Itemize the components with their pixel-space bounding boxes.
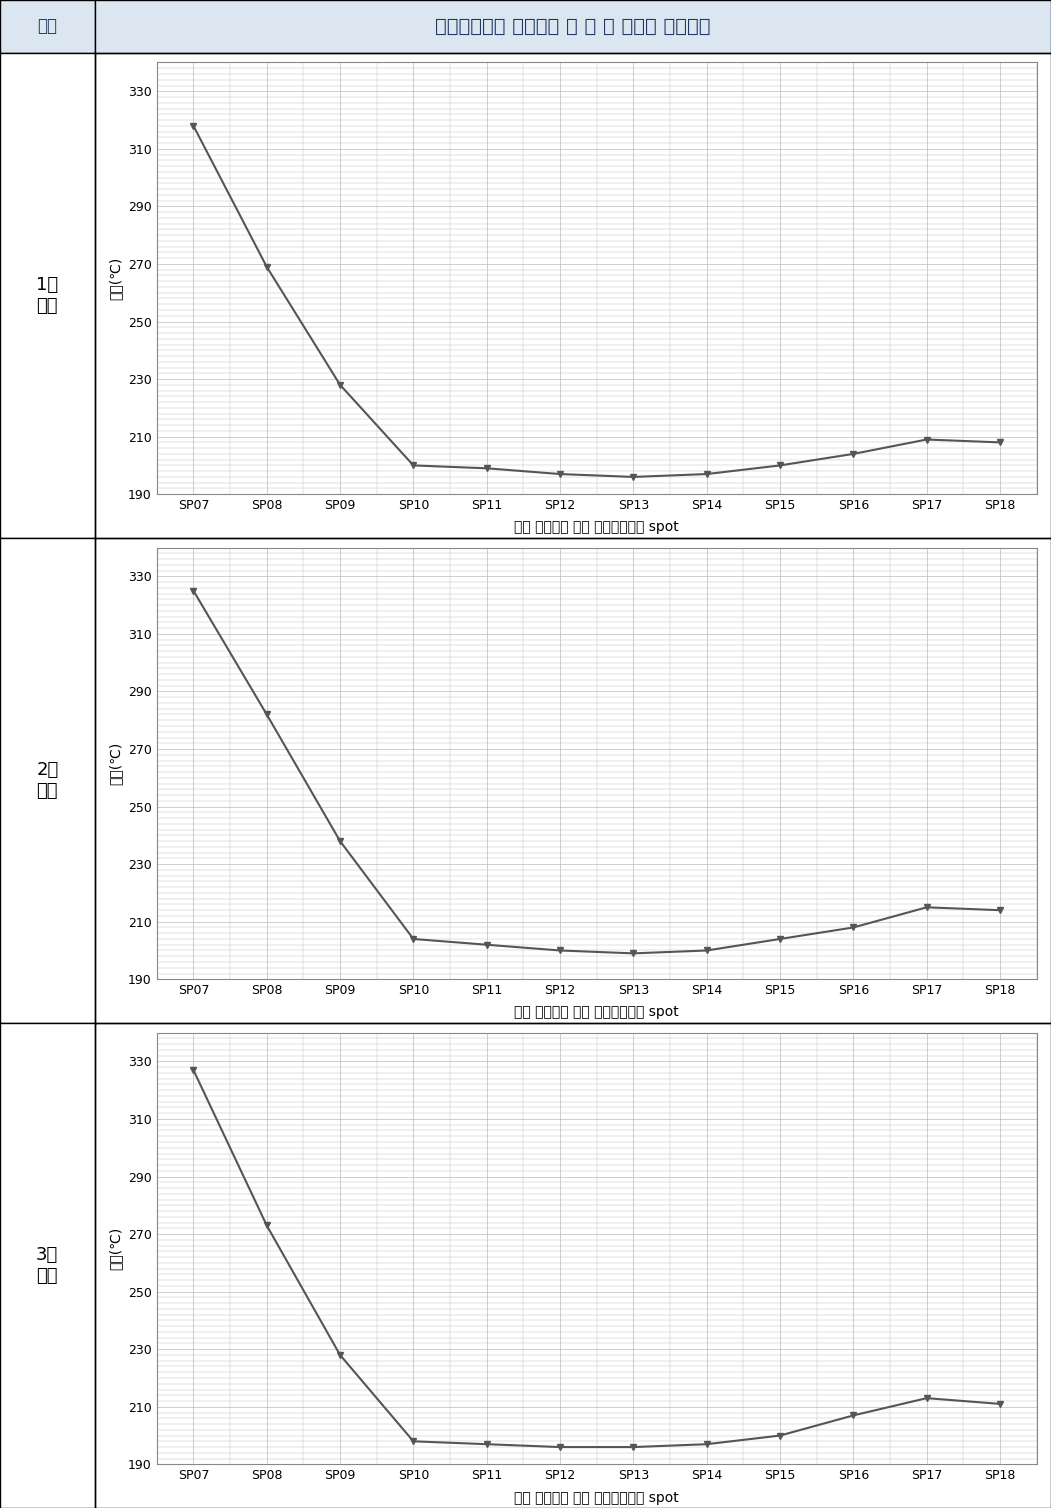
Y-axis label: 온도(℃): 온도(℃) [108,256,123,300]
Text: 1회
시험: 1회 시험 [36,276,59,315]
X-axis label: 제동 디스크의 회전 중심으로부터 spot: 제동 디스크의 회전 중심으로부터 spot [514,520,679,534]
Text: 3회
시험: 3회 시험 [36,1246,59,1285]
Y-axis label: 온도(℃): 온도(℃) [108,742,123,786]
Y-axis label: 온도(℃): 온도(℃) [108,1228,123,1270]
Text: 2회
시험: 2회 시험 [36,762,59,799]
X-axis label: 제동 디스크의 회전 중심으로부터 spot: 제동 디스크의 회전 중심으로부터 spot [514,1490,679,1505]
Text: 구분: 구분 [37,18,58,35]
Text: 제동디스크의 최고온도 일 때 각 지점의 온도현황: 제동디스크의 최고온도 일 때 각 지점의 온도현황 [435,17,710,36]
X-axis label: 제동 디스크의 회전 중심으로부터 spot: 제동 디스크의 회전 중심으로부터 spot [514,1006,679,1019]
